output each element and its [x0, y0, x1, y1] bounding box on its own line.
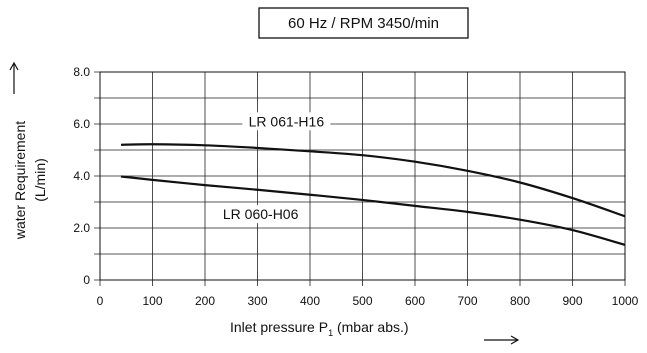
y-axis-unit: (L/min) [32, 158, 48, 202]
x-axis-label-suffix: (mbar abs.) [333, 319, 408, 335]
x-tick-label: 400 [300, 294, 320, 308]
series-label-bg [242, 112, 331, 131]
y-axis-arrow-icon [9, 61, 19, 94]
y-tick-label: 2.0 [73, 221, 90, 235]
series-label-bg [216, 205, 305, 224]
x-tick-label: 200 [195, 294, 215, 308]
series-lines [120, 143, 626, 246]
series-line-1 [120, 175, 626, 246]
x-axis-label-main: Inlet pressure P [230, 319, 328, 335]
x-tick-label: 800 [510, 294, 530, 308]
x-tick-label: 1000 [612, 294, 639, 308]
title-box [258, 7, 469, 39]
x-axis-label: Inlet pressure P1 (mbar abs.) [230, 319, 409, 338]
y-tick-label: 0 [83, 273, 90, 287]
tick-labels: 0 100 200 300 400 500 600 700 800 900 1000 0 2.0 4.0 6… [73, 65, 638, 308]
y-tick-label: 6.0 [73, 117, 90, 131]
series-label: LR 061-H16 [249, 113, 325, 129]
y-axis-label: water Requirement [12, 121, 28, 240]
grid [94, 71, 626, 286]
chart-title: 60 Hz / RPM 3450/min [288, 15, 439, 32]
x-tick-label: 0 [97, 294, 104, 308]
x-tick-label: 700 [457, 294, 477, 308]
x-axis-arrow-icon [484, 335, 520, 345]
series-line-0 [120, 143, 626, 218]
x-tick-label: 900 [562, 294, 582, 308]
x-axis-label-subscript: 1 [328, 328, 333, 338]
x-tick-label: 500 [352, 294, 372, 308]
y-tick-label: 4.0 [73, 169, 90, 183]
x-tick-label: 100 [142, 294, 162, 308]
x-tick-label: 600 [405, 294, 425, 308]
plot-frame [99, 71, 626, 281]
series-labels: LR 061-H16 LR 060-H06 [216, 112, 331, 224]
y-tick-label: 8.0 [73, 65, 90, 79]
x-tick-label: 300 [247, 294, 267, 308]
series-label: LR 060-H06 [223, 206, 299, 222]
